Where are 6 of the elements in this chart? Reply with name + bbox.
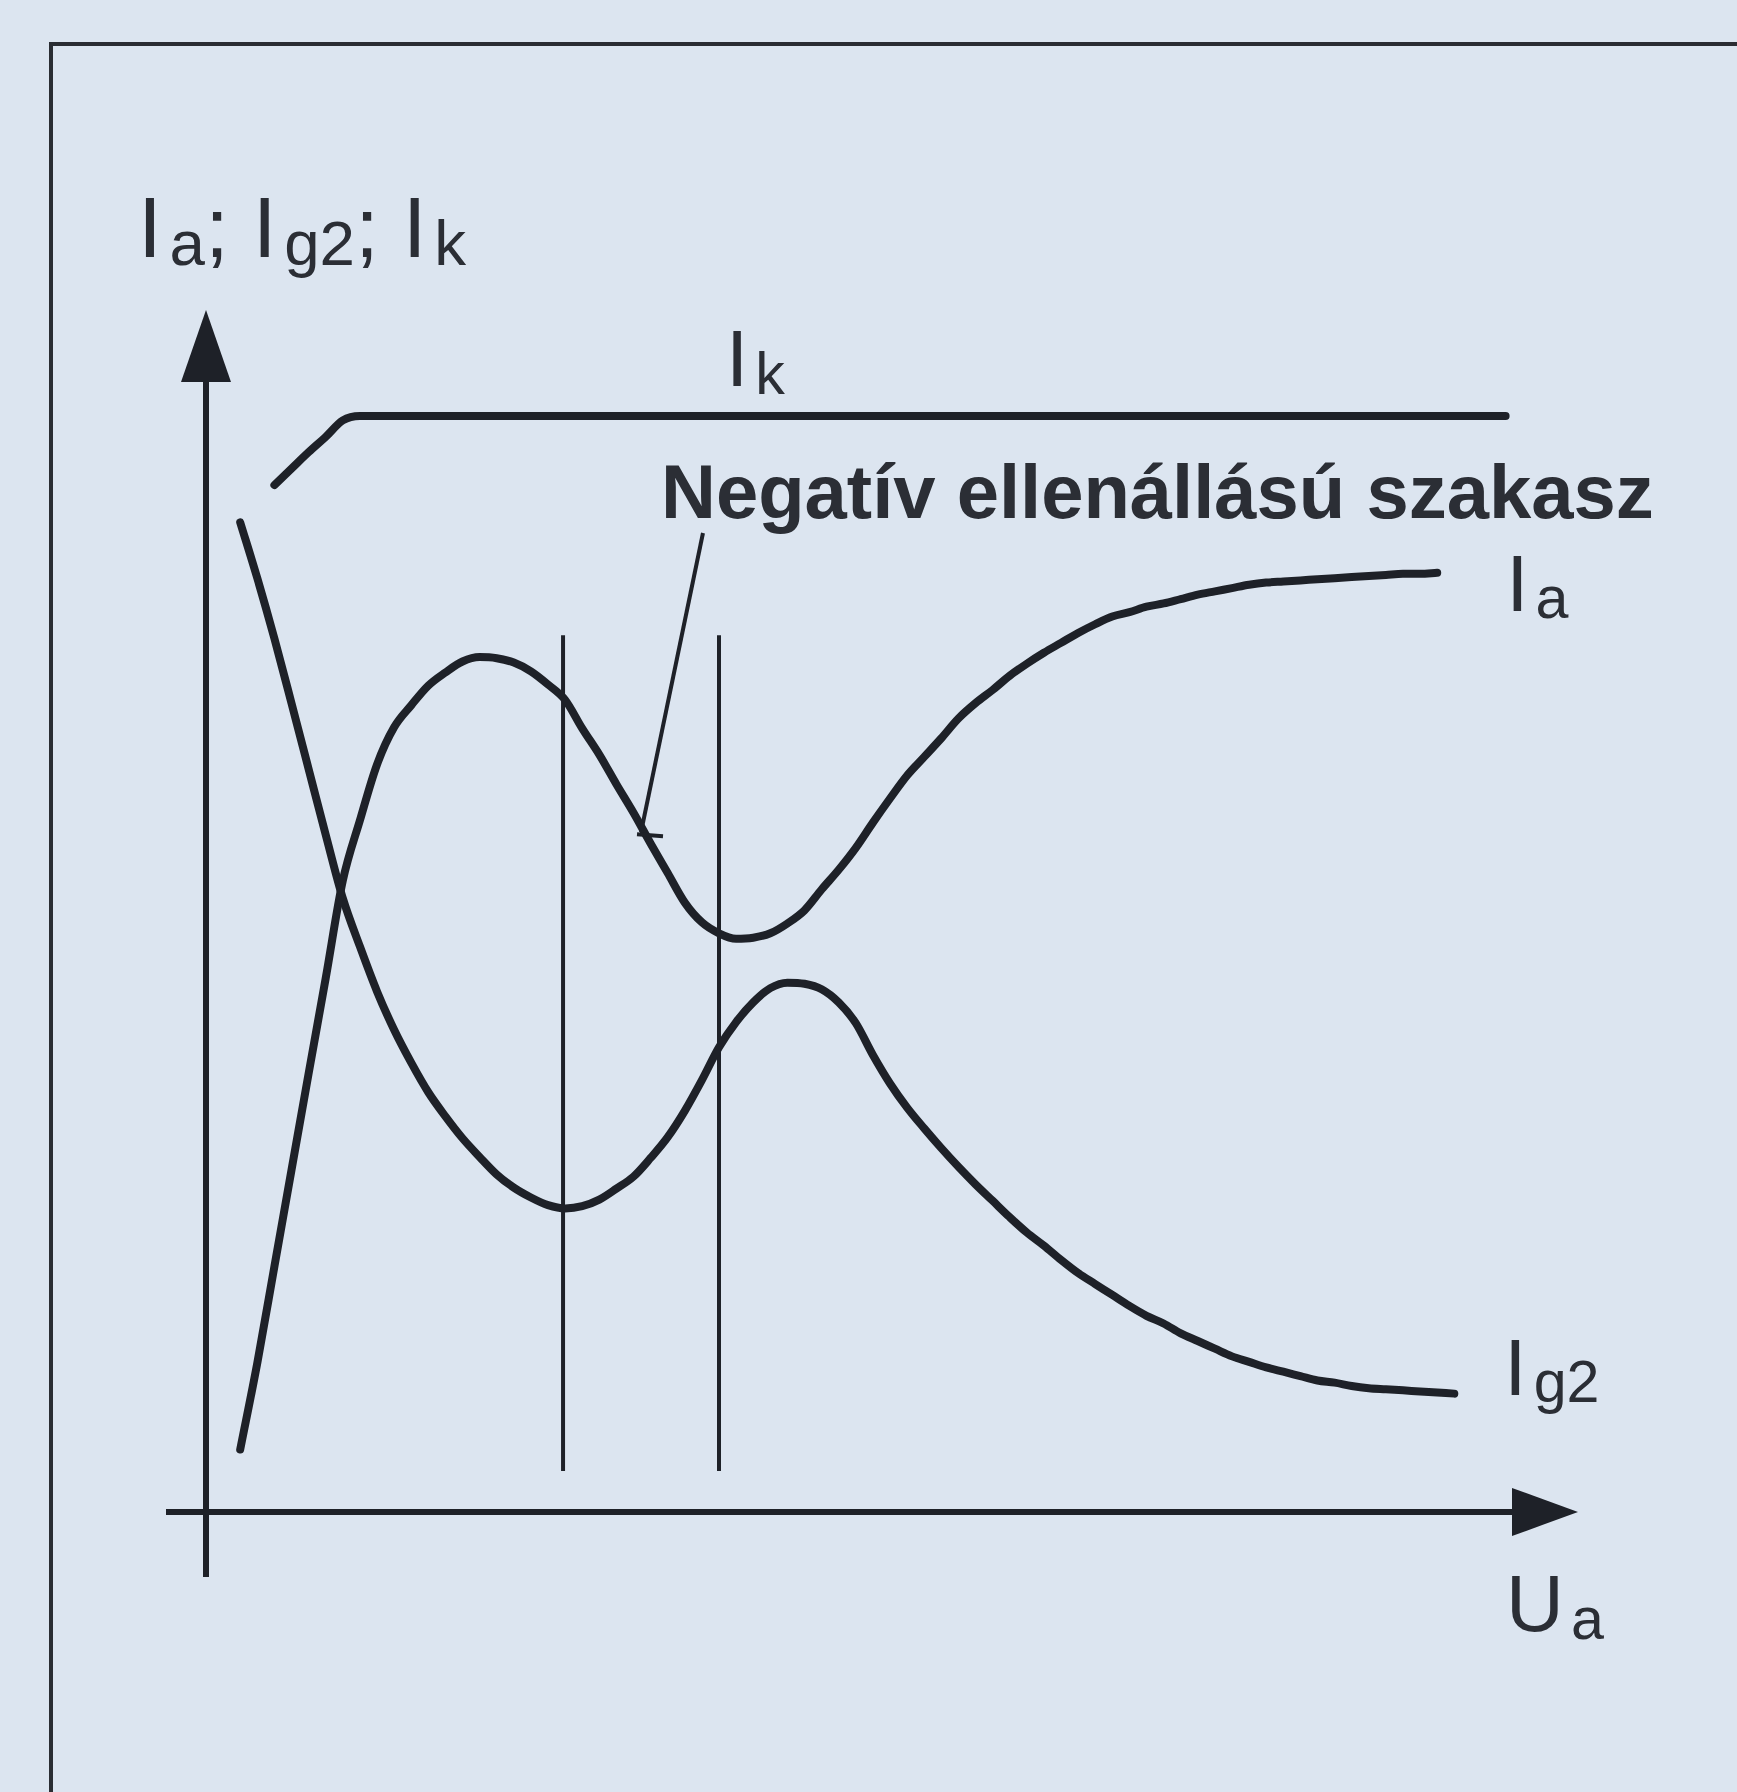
y-axis-title: I$_{a}$; I$_{g2}$; I$_{k}$ bbox=[138, 179, 467, 279]
series-label: I$_{k}$ bbox=[726, 314, 785, 407]
series-label: I$_{g2}$ bbox=[1504, 1322, 1600, 1416]
x-axis-title: U$_{a}$ bbox=[1506, 1559, 1604, 1652]
series-label: I$_{a}$ bbox=[1506, 538, 1569, 632]
annotation: Negatív ellenállású szakasz bbox=[661, 449, 1654, 534]
